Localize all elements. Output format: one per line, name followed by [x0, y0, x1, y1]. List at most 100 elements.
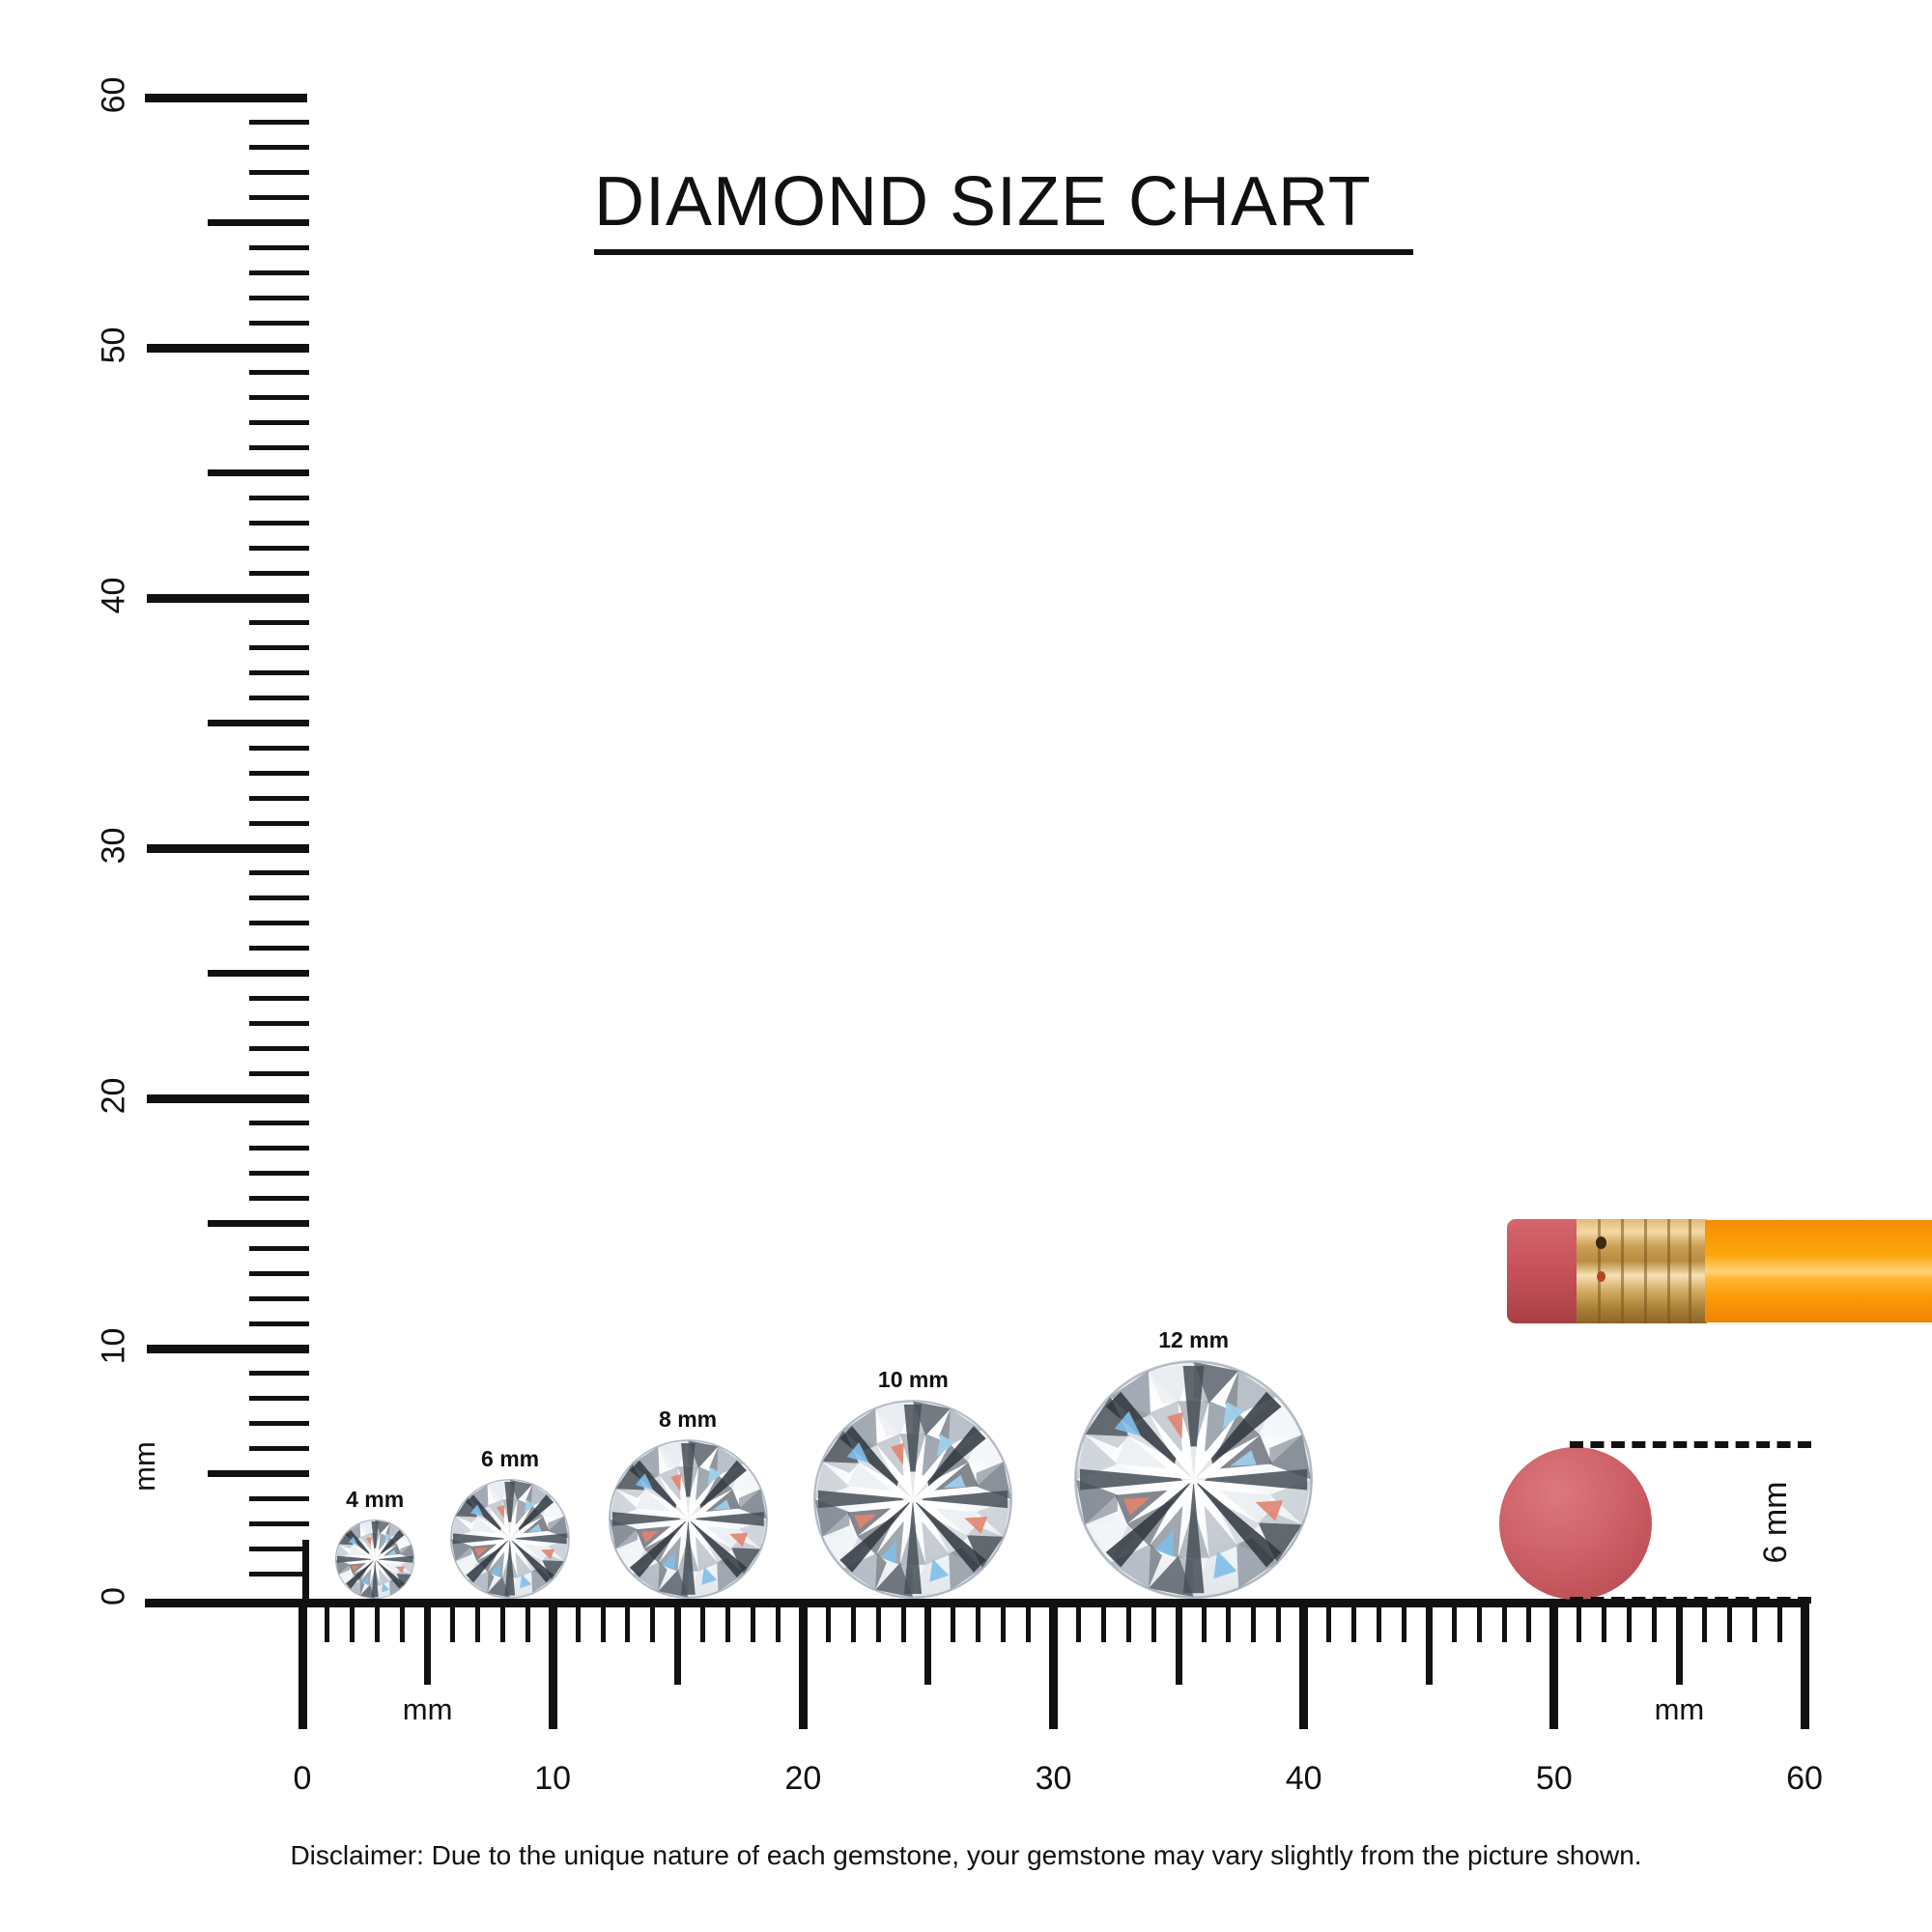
- vertical-ruler-tick: [249, 570, 309, 576]
- diamond-size-label: 12 mm: [1158, 1326, 1230, 1352]
- vertical-ruler-tick: [249, 820, 309, 826]
- vertical-ruler-tick: [249, 745, 309, 751]
- vertical-ruler-tick: [249, 1520, 309, 1526]
- horizontal-ruler-tick: [1049, 1605, 1058, 1729]
- horizontal-ruler-tick: [1026, 1605, 1032, 1642]
- vertical-ruler-tick: [249, 1396, 309, 1402]
- horizontal-ruler-tick: [575, 1605, 581, 1642]
- vertical-ruler-tick: [249, 921, 309, 926]
- horizontal-ruler-tick: [298, 1605, 307, 1729]
- vertical-ruler-tick: [249, 1020, 309, 1026]
- horizontal-ruler-tick: [1299, 1605, 1309, 1729]
- horizontal-ruler-tick: [600, 1605, 606, 1642]
- horizontal-ruler-tick: [1001, 1605, 1007, 1642]
- vertical-ruler-tick: [249, 1070, 309, 1076]
- vertical-ruler-tick: [249, 1295, 309, 1301]
- bracket-dash-bottom: [1570, 1597, 1811, 1604]
- pencil-ferrule: [1577, 1219, 1707, 1323]
- diamond-stone: [334, 1519, 415, 1599]
- vertical-ruler-tick: [249, 244, 309, 250]
- diamond-stone: [1074, 1359, 1314, 1599]
- diamond-12mm: 12 mm: [1074, 1327, 1314, 1599]
- vertical-ruler-tick: [249, 1171, 309, 1177]
- horizontal-ruler-tick: [625, 1605, 631, 1642]
- vertical-ruler-tick: [249, 645, 309, 651]
- horizontal-ruler-tick: [1602, 1605, 1607, 1642]
- vertical-ruler-tick: [249, 295, 309, 300]
- vertical-ruler-tick: [249, 1270, 309, 1276]
- horizontal-ruler-tick-label: 60: [1786, 1760, 1823, 1797]
- vertical-ruler-tick: [147, 593, 309, 603]
- horizontal-ruler-tick: [650, 1605, 656, 1642]
- vertical-ruler-tick: [249, 895, 309, 901]
- vertical-ruler-tick: [249, 370, 309, 376]
- horizontal-ruler-unit-label-left: mm: [402, 1692, 453, 1726]
- horizontal-ruler-tick-label: 20: [784, 1760, 822, 1797]
- vertical-ruler-tick: [208, 720, 309, 726]
- horizontal-ruler-tick: [924, 1605, 932, 1685]
- horizontal-ruler-tick: [1652, 1605, 1657, 1642]
- vertical-ruler-tick: [249, 696, 309, 701]
- vertical-ruler-tick-label: 40: [95, 577, 132, 614]
- pencil-side-view: [1507, 1219, 1932, 1323]
- diamond-size-label: 4 mm: [346, 1486, 405, 1512]
- vertical-ruler-tick: [249, 320, 309, 326]
- vertical-ruler-top-bar: [145, 94, 307, 102]
- vertical-ruler-tick: [249, 1495, 309, 1501]
- horizontal-ruler-tick: [775, 1605, 781, 1642]
- horizontal-ruler-tick: [976, 1605, 981, 1642]
- diamond-4mm: 4 mm: [334, 1487, 415, 1599]
- title-underline: [594, 249, 1413, 255]
- vertical-ruler-tick: [249, 145, 309, 151]
- horizontal-ruler-tick: [1226, 1605, 1232, 1642]
- page-title: DIAMOND SIZE CHART: [594, 163, 1372, 241]
- horizontal-ruler-tick: [400, 1605, 406, 1642]
- horizontal-ruler-tick: [1776, 1605, 1782, 1642]
- vertical-ruler-tick: [249, 195, 309, 201]
- vertical-ruler-tick: [249, 1121, 309, 1126]
- vertical-ruler-tick: [249, 445, 309, 451]
- diamond-size-label: 10 mm: [877, 1367, 949, 1392]
- vertical-ruler-tick: [249, 620, 309, 626]
- horizontal-ruler-tick: [825, 1605, 831, 1642]
- vertical-ruler-tick: [147, 1094, 309, 1103]
- horizontal-ruler-tick: [325, 1605, 330, 1642]
- vertical-ruler-tick: [249, 1321, 309, 1326]
- vertical-ruler-tick-label: 60: [95, 76, 132, 114]
- horizontal-ruler-tick: [1251, 1605, 1257, 1642]
- vertical-ruler-tick: [249, 1245, 309, 1251]
- pencil-body: [1705, 1220, 1932, 1322]
- horizontal-ruler-tick: [1701, 1605, 1707, 1642]
- vertical-ruler-tick: [147, 343, 309, 353]
- vertical-ruler-tick: [249, 120, 309, 126]
- horizontal-ruler-tick: [725, 1605, 731, 1642]
- horizontal-ruler-tick: [375, 1605, 381, 1642]
- vertical-ruler-tick: [208, 1470, 309, 1477]
- vertical-ruler-tick-label: 30: [95, 827, 132, 865]
- diamond-10mm: 10 mm: [813, 1367, 1013, 1599]
- diamond-stone: [450, 1479, 570, 1599]
- horizontal-ruler-tick: [1100, 1605, 1106, 1642]
- bracket-dash-top: [1570, 1441, 1811, 1448]
- vertical-ruler-tick: [249, 495, 309, 500]
- horizontal-ruler-tick-label: 40: [1285, 1760, 1322, 1797]
- horizontal-ruler-tick: [875, 1605, 881, 1642]
- horizontal-ruler-tick: [548, 1605, 557, 1729]
- vertical-ruler-tick: [249, 420, 309, 426]
- horizontal-ruler-tick: [1075, 1605, 1081, 1642]
- eraser-top-view: [1499, 1447, 1652, 1600]
- diamond-8mm: 8 mm: [608, 1406, 768, 1599]
- vertical-ruler-tick: [249, 870, 309, 876]
- vertical-ruler-tick: [249, 770, 309, 776]
- horizontal-ruler-tick: [1675, 1605, 1683, 1685]
- vertical-ruler-tick: [249, 1571, 309, 1577]
- vertical-ruler-tick: [249, 270, 309, 275]
- vertical-ruler-tick: [147, 1344, 309, 1353]
- vertical-ruler-tick: [208, 469, 309, 476]
- horizontal-ruler-tick: [798, 1605, 808, 1729]
- horizontal-ruler-tick: [1425, 1605, 1433, 1685]
- horizontal-ruler-tick: [1326, 1605, 1332, 1642]
- horizontal-ruler-tick: [1376, 1605, 1381, 1642]
- horizontal-ruler-tick: [1501, 1605, 1507, 1642]
- horizontal-ruler-tick: [1577, 1605, 1582, 1642]
